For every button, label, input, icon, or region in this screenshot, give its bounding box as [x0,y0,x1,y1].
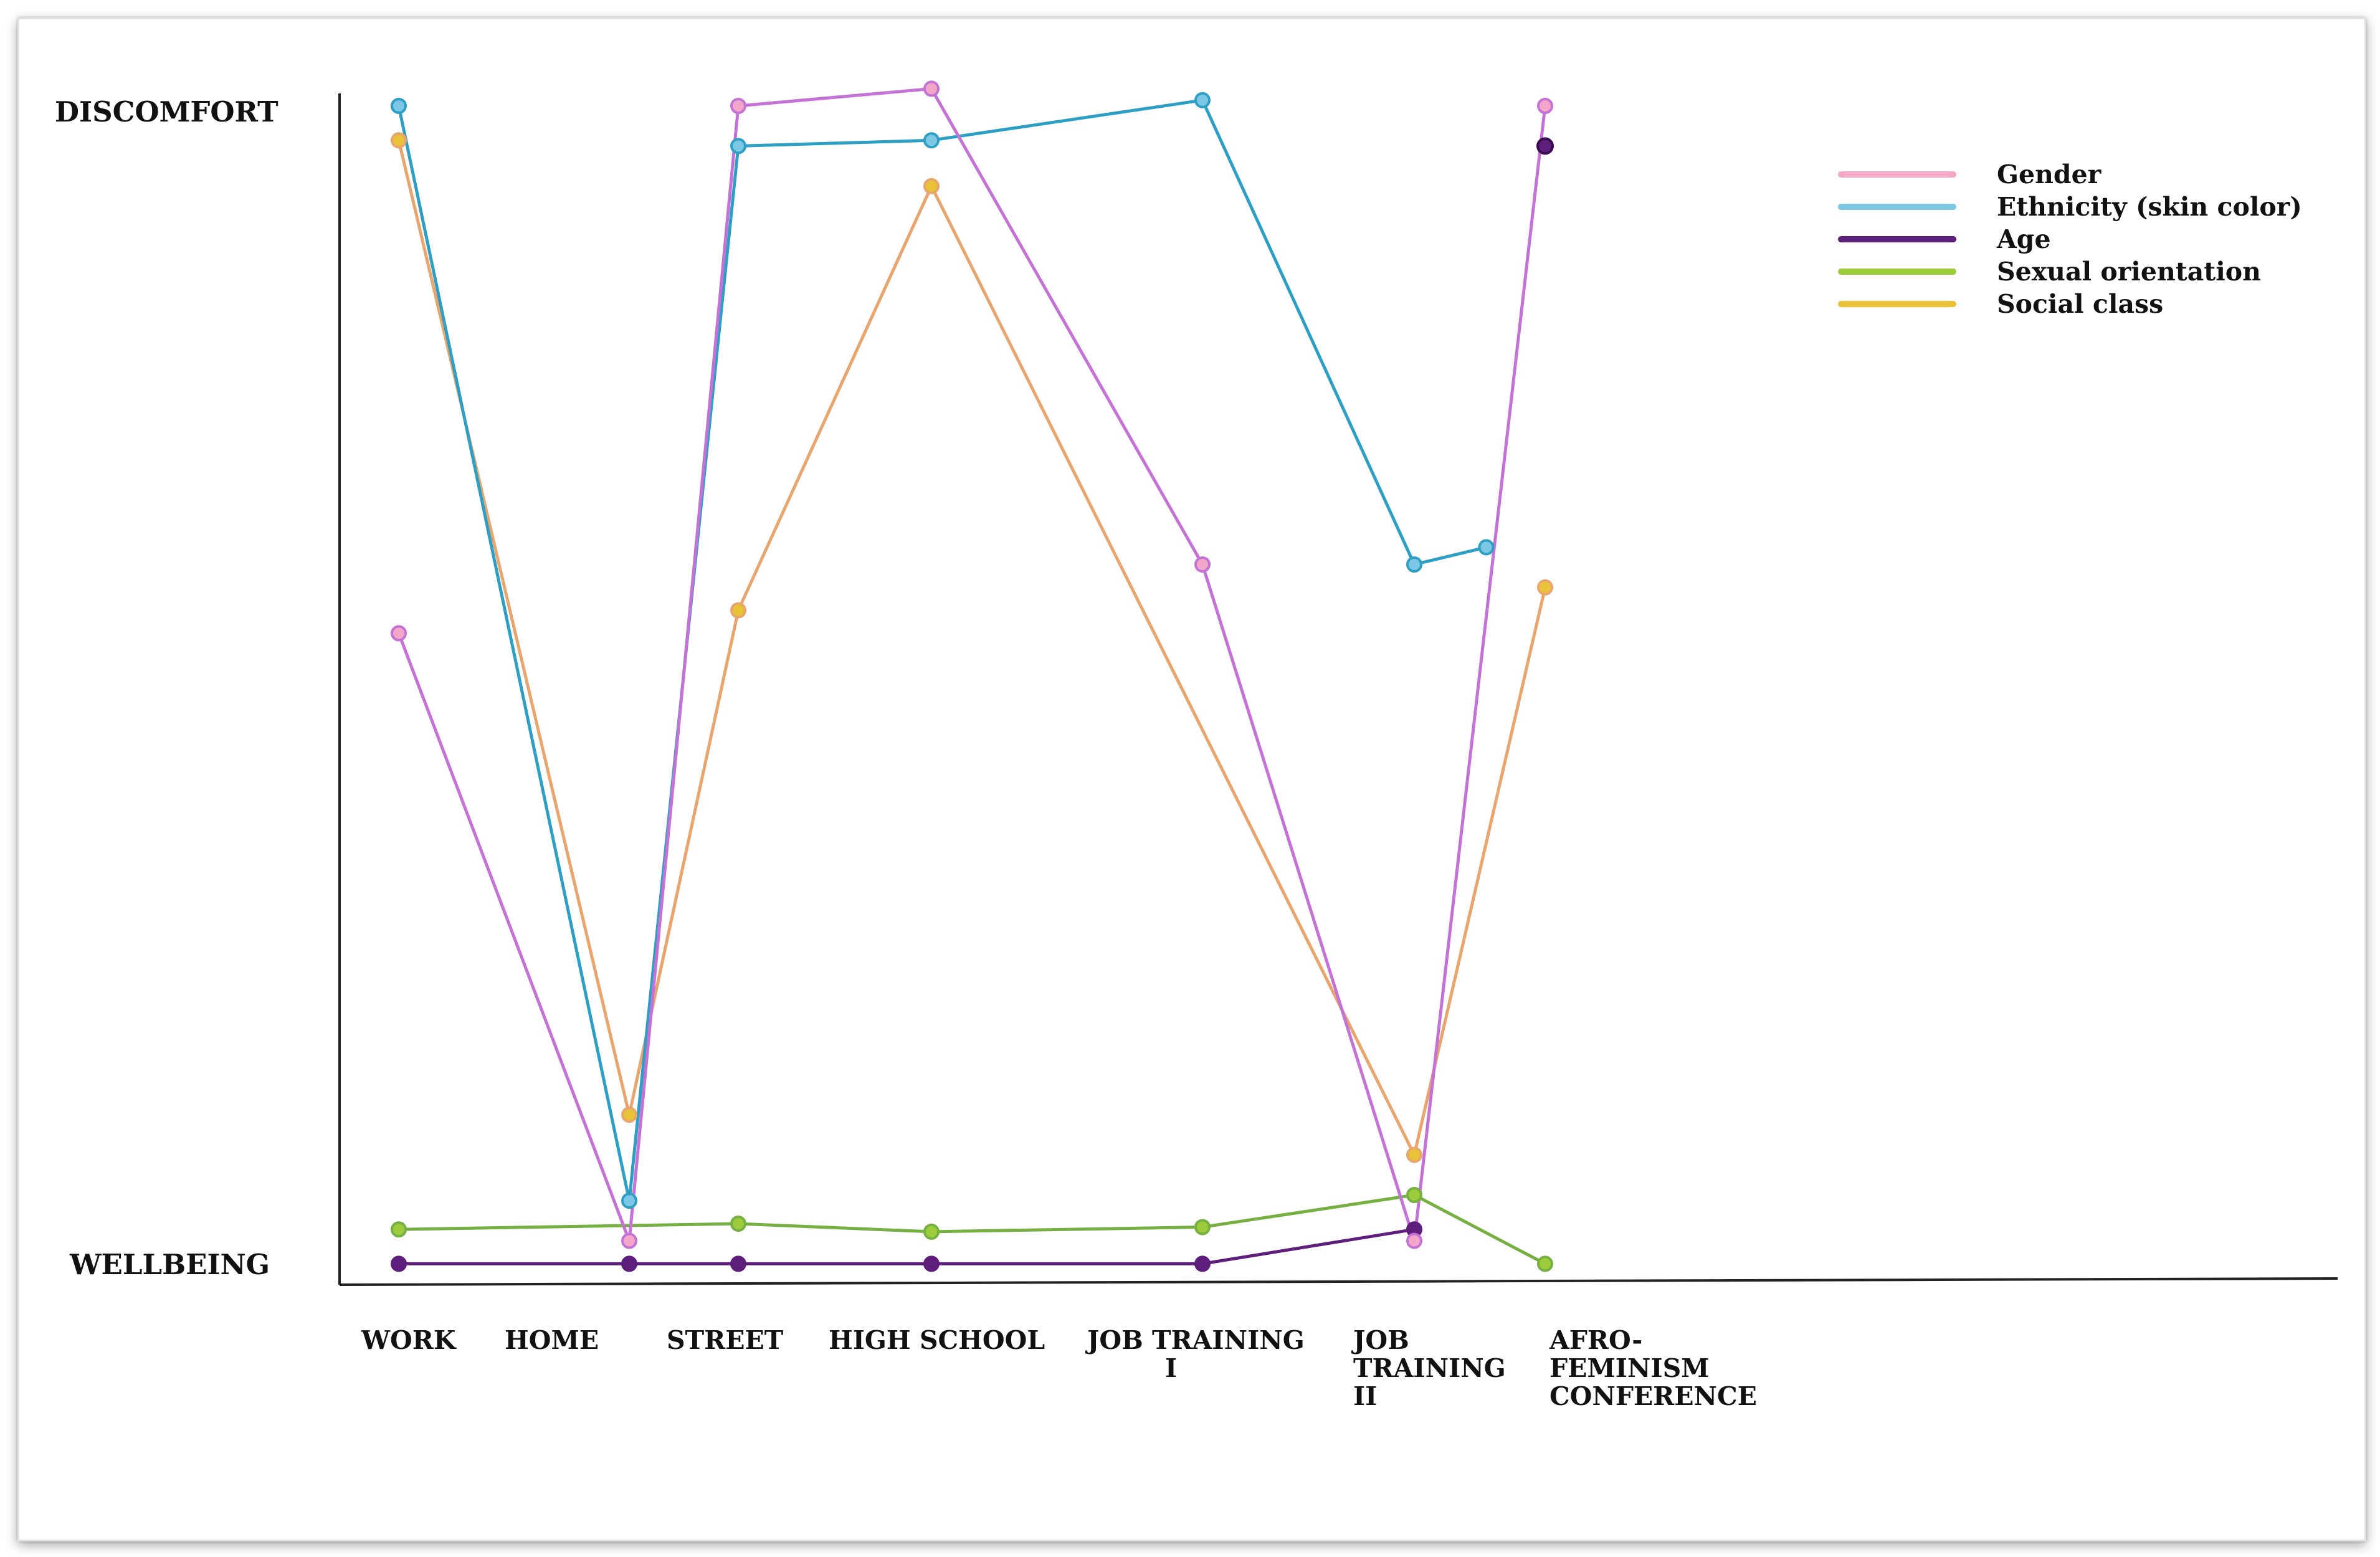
point-ethnicity-skin-color-1 [621,1193,637,1209]
x-tick-label-5: JOB TRAINING II [1351,1325,1506,1411]
point-age-2 [730,1255,746,1272]
point-ethnicity-skin-color-0 [391,98,407,114]
series-line-gender [397,87,1547,1243]
x-tick-label-6: AFRO-FEMINISM CONFERENCE [1549,1325,1757,1411]
point-age-1 [621,1255,637,1272]
point-social-class-3 [923,178,940,194]
series-line-ethnicity-skin-color [397,98,1488,1202]
y-label-wellbeing: WELLBEING [69,1248,270,1281]
legend-label-age: Age [1996,224,2051,254]
point-age-extra-0 [1536,137,1554,155]
point-gender-6 [1537,98,1553,114]
point-social-class-0 [391,132,407,149]
point-social-class-4 [1406,1146,1422,1163]
point-ethnicity-skin-color-3 [923,132,940,149]
point-gender-0 [391,625,407,642]
legend-label-sexual-orientation: Sexual orientation [1997,257,2261,287]
series-lines [397,87,1547,1265]
point-age-0 [391,1255,407,1272]
x-tick-label-0: WORK [361,1325,457,1355]
x-tick-label-3: HIGH SCHOOL [829,1325,1045,1355]
point-age-3 [923,1255,940,1272]
point-ethnicity-skin-color-4 [1194,92,1211,108]
x-tick-label-1: HOME [505,1325,599,1355]
chart-axes [338,93,2338,1286]
point-sexual-orientation-3 [1194,1219,1211,1236]
point-sexual-orientation-5 [1537,1255,1553,1272]
point-gender-2 [730,98,746,114]
x-axis-line [339,1277,2338,1286]
point-sexual-orientation-2 [923,1223,940,1240]
point-gender-4 [1194,556,1211,573]
series-points [391,80,1554,1272]
figure-frame [17,17,2366,1541]
legend-label-social-class: Social class [1997,289,2163,319]
series-line-sexual-orientation [397,1193,1547,1265]
point-social-class-1 [621,1107,637,1123]
y-axis-labels: DISCOMFORT WELLBEING [55,95,278,1281]
y-label-discomfort: DISCOMFORT [55,95,278,128]
point-ethnicity-skin-color-2 [730,138,746,155]
point-sexual-orientation-4 [1406,1187,1422,1203]
point-sexual-orientation-1 [730,1216,746,1232]
x-axis-labels: WORK HOME STREET HIGH SCHOOL JOB TRAINING I JO… [361,1325,1757,1411]
series-line-social-class [397,138,1547,1157]
x-tick-label-2: STREET [667,1325,784,1355]
legend-label-gender: Gender [1997,160,2102,189]
legend-label-ethnicity-skin-color: Ethnicity (skin color) [1997,192,2302,222]
point-gender-3 [923,80,940,97]
point-social-class-2 [730,602,746,619]
point-ethnicity-skin-color-5 [1406,556,1422,573]
point-gender-1 [621,1232,637,1249]
point-social-class-5 [1537,579,1553,596]
point-gender-5 [1406,1232,1422,1249]
point-age-4 [1194,1255,1211,1272]
series-line-age [397,1227,1416,1265]
point-sexual-orientation-0 [391,1221,407,1238]
point-ethnicity-skin-color-6 [1478,539,1495,556]
x-tick-label-4: JOB TRAINING I [1085,1325,1305,1383]
